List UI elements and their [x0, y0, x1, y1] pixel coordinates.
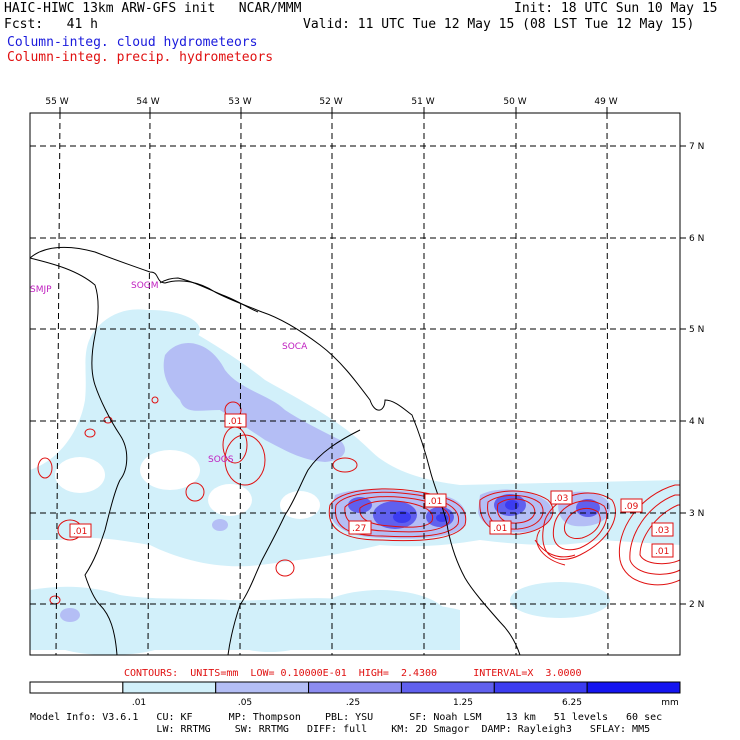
colorbar-tick: .25 — [346, 698, 360, 708]
station-label: SMJP — [30, 285, 52, 295]
contour-label: .01 — [493, 524, 507, 534]
title-left: HAIC-HIWC 13km ARW-GFS init NCAR/MMM — [4, 1, 302, 16]
colorbar-swatch — [493, 681, 588, 694]
graticule — [30, 113, 680, 655]
coastlines-borders — [30, 246, 521, 655]
lon-label: 51 W — [411, 97, 434, 107]
station-label: SOOS — [208, 455, 234, 465]
colorbar-swatch — [122, 681, 217, 694]
cloud-shading-darkest — [393, 500, 519, 523]
colorbar-tick: 6.25 — [562, 698, 582, 708]
contour-label: .03 — [655, 526, 669, 536]
contour-label: .09 — [624, 502, 639, 512]
lat-label: 3 N — [689, 509, 704, 519]
colorbar-tick: .05 — [238, 698, 252, 708]
station-label: SOGM — [131, 281, 159, 291]
map-fields — [30, 113, 680, 655]
init-time: Init: 18 UTC Sun 10 May 15 — [514, 1, 718, 16]
model-info-line1: Model Info: V3.6.1 CU: KF MP: Thompson P… — [30, 712, 663, 723]
lon-label: 50 W — [503, 97, 526, 107]
station-label: SOCA — [282, 342, 308, 352]
cloud-gaps — [55, 450, 320, 519]
lon-label: 53 W — [228, 97, 251, 107]
lon-label: 55 W — [45, 97, 68, 107]
colorbar-swatch — [586, 681, 681, 694]
axis-ticks — [59, 107, 686, 605]
contour-label: .01 — [428, 497, 442, 507]
lon-label: 49 W — [594, 97, 617, 107]
contour-label: .01 — [228, 417, 242, 427]
colorbar-swatch — [308, 681, 402, 694]
forecast-hour: Fcst: 41 h — [4, 17, 98, 32]
contour-label-group: .01 .01 .27 .01 .01 .03 .09 .03 .01 — [69, 413, 674, 558]
colorbar-units: mm — [661, 698, 679, 708]
lat-label: 7 N — [689, 142, 704, 152]
lat-label: 4 N — [689, 417, 704, 427]
field-precip-label: Column-integ. precip. hydrometeors — [7, 50, 274, 65]
field-cloud-label: Column-integ. cloud hydrometeors — [7, 35, 258, 50]
colorbar-swatch — [215, 681, 310, 694]
map-frame — [29, 112, 681, 656]
lon-label: 54 W — [136, 97, 159, 107]
contour-info: CONTOURS: UNITS=mm LOW= 0.10000E-01 HIGH… — [124, 668, 582, 679]
model-info-line2: LW: RRTMG SW: RRTMG DIFF: full KM: 2D Sm… — [30, 724, 651, 735]
lon-label: 52 W — [319, 97, 342, 107]
colorbar-tick: .01 — [132, 698, 146, 708]
colorbar-tick: 1.25 — [453, 698, 473, 708]
contour-label: .03 — [554, 494, 568, 504]
lat-label: 2 N — [689, 600, 704, 610]
contour-label: .01 — [655, 547, 669, 557]
colorbar-swatch — [400, 681, 495, 694]
cloud-shading-light — [30, 309, 680, 655]
colorbar-swatch — [29, 681, 124, 694]
lat-label: 6 N — [689, 234, 704, 244]
contour-label: .27 — [352, 524, 366, 534]
contour-label: .01 — [73, 527, 87, 537]
colorbar — [29, 681, 681, 694]
valid-time: Valid: 11 UTC Tue 12 May 15 (08 LST Tue … — [303, 17, 695, 32]
lat-label: 5 N — [689, 325, 704, 335]
